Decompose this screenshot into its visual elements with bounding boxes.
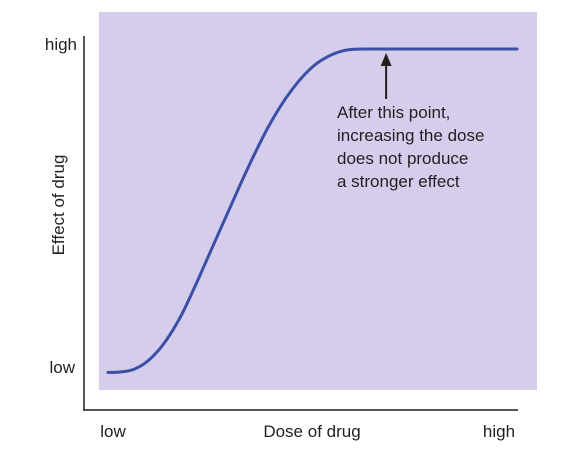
dose-response-curve: [106, 47, 519, 374]
y-tick-high: high: [45, 35, 77, 54]
x-axis-label: Dose of drug: [263, 422, 360, 441]
x-tick-low: low: [100, 422, 126, 441]
annotation-line-4: a stronger effect: [337, 172, 460, 191]
arrow-head-icon: [380, 53, 392, 66]
y-axis-label: Effect of drug: [49, 155, 68, 256]
annotation-line-2: increasing the dose: [337, 126, 484, 145]
annotation-line-3: does not produce: [337, 149, 468, 168]
y-tick-low: low: [49, 358, 75, 377]
annotation-line-1: After this point,: [337, 103, 450, 122]
plateau-annotation: After this point, increasing the dose do…: [337, 53, 484, 191]
x-tick-high: high: [483, 422, 515, 441]
plot-background: [99, 12, 537, 390]
